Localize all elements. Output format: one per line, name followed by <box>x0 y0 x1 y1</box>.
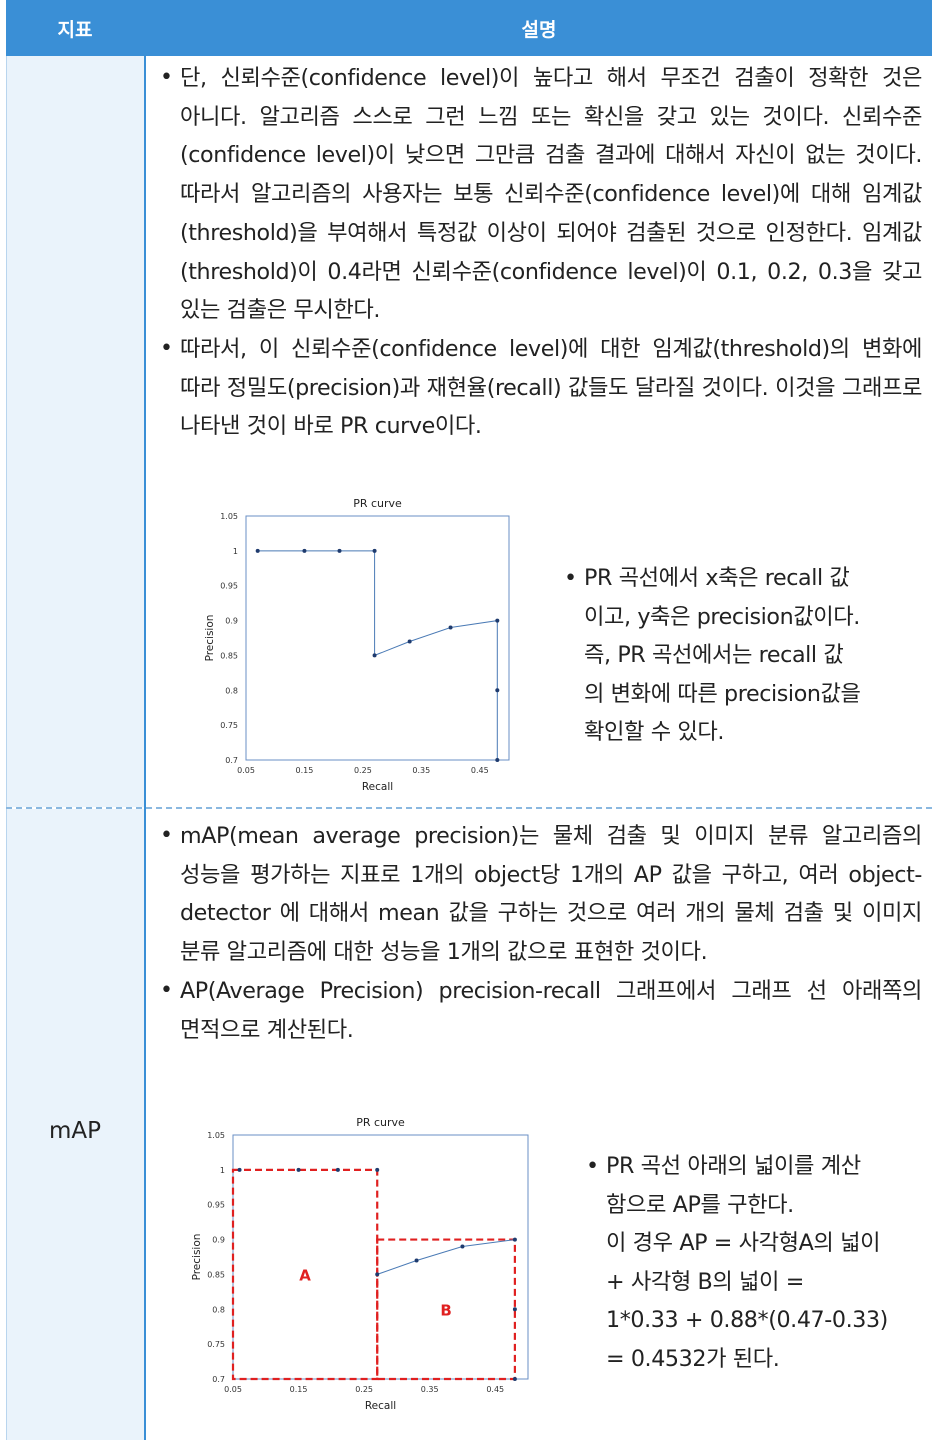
data-point <box>375 1272 380 1277</box>
row1-bullet-list: 단, 신뢰수준(confidence level)이 높다고 해서 무조건 검출… <box>158 59 922 446</box>
pr-curve-line <box>257 550 498 760</box>
y-tick-label: 0.85 <box>220 651 238 660</box>
y-tick-label: 0.8 <box>212 1305 225 1314</box>
note-line: 함으로 AP를 구한다. <box>606 1191 794 1218</box>
note-line: + 사각형 B의 넓이 = <box>606 1268 804 1295</box>
note-line: 즉, PR 곡선에서는 recall 값 <box>584 642 844 668</box>
data-point <box>372 548 377 553</box>
note-line: = 0.4532가 된다. <box>606 1345 780 1372</box>
x-tick-label: 0.25 <box>354 766 372 775</box>
row2-chart-note-item: PR 곡선 아래의 넓이를 계산 함으로 AP를 구한다. 이 경우 AP = … <box>584 1147 924 1378</box>
metric-label-map: mAP <box>48 1118 101 1144</box>
row1-bullet-2: 따라서, 이 신뢰수준(confidence level)에 대한 임계값(th… <box>158 330 922 446</box>
y-tick-label: 0.85 <box>207 1270 225 1279</box>
header-metric: 지표 <box>6 0 144 56</box>
ap-rectangle-label: A <box>299 1266 311 1284</box>
y-tick-label: 0.75 <box>220 721 238 730</box>
y-tick-label: 0.95 <box>220 582 238 591</box>
y-axis-label: Precision <box>191 1234 203 1281</box>
data-point <box>407 639 412 644</box>
y-tick-label: 0.9 <box>225 617 238 626</box>
x-tick-label: 0.35 <box>421 1385 439 1394</box>
row1-label-cell <box>6 56 144 807</box>
y-axis-label: Precision <box>204 615 216 662</box>
note-line: 1*0.33 + 0.88*(0.47-0.33) <box>606 1307 888 1333</box>
ap-rectangle-label: B <box>440 1301 451 1319</box>
x-tick-label: 0.45 <box>486 1385 504 1394</box>
row2-bullet-1: mAP(mean average precision)는 물체 검출 및 이미지… <box>158 817 922 972</box>
x-tick-label: 0.15 <box>296 766 314 775</box>
x-tick-label: 0.45 <box>471 766 489 775</box>
x-tick-label: 0.35 <box>412 766 430 775</box>
x-tick-label: 0.25 <box>355 1385 373 1394</box>
note-line: 이고, y축은 precision값이다. <box>584 603 860 630</box>
note-line: PR 곡선에서 x축은 recall 값 <box>584 565 850 591</box>
y-tick-label: 0.8 <box>225 686 238 695</box>
note-line: 의 변화에 따른 precision값을 <box>584 680 861 707</box>
x-tick-label: 0.05 <box>224 1385 242 1394</box>
header-description: 설명 <box>146 0 932 56</box>
chart-title: PR curve <box>356 1116 405 1129</box>
row2-label-cell <box>6 809 144 1440</box>
data-point <box>372 653 377 658</box>
table-left-border <box>6 56 7 1440</box>
chart-title: PR curve <box>353 497 402 510</box>
pr-curve-chart: PR curve 0.7 0.75 0.8 0.85 0.9 0.95 1 1.05 0.05 0.… <box>204 497 510 793</box>
row2-bullet-2: AP(Average Precision) precision-recall 그… <box>158 972 922 1049</box>
plot-frame <box>232 1134 529 1380</box>
x-axis-label: Recall <box>365 1400 396 1412</box>
data-point <box>337 548 342 553</box>
note-line: 확인할 수 있다. <box>584 719 725 745</box>
y-tick-label: 0.7 <box>225 756 238 765</box>
data-point <box>335 1167 340 1172</box>
y-tick-label: 1 <box>233 547 238 556</box>
data-point <box>512 1237 517 1242</box>
row-separator <box>6 807 932 809</box>
note-line: 이 경우 AP = 사각형A의 넓이 <box>606 1230 881 1256</box>
column-divider <box>144 0 146 1440</box>
y-tick-label: 1.05 <box>207 1131 225 1140</box>
row1-chart-note: PR 곡선에서 x축은 recall 값 이고, y축은 precision값이… <box>562 559 912 752</box>
row1-chart-note-item: PR 곡선에서 x축은 recall 값 이고, y축은 precision값이… <box>562 559 912 752</box>
row2-bullet-list: mAP(mean average precision)는 물체 검출 및 이미지… <box>158 817 922 1049</box>
x-tick-label: 0.15 <box>290 1385 308 1394</box>
data-point <box>495 618 500 623</box>
y-tick-label: 1.05 <box>220 512 238 521</box>
y-tick-label: 1 <box>220 1166 225 1175</box>
y-tick-label: 0.9 <box>212 1236 225 1245</box>
row1-bullet-1: 단, 신뢰수준(confidence level)이 높다고 해서 무조건 검출… <box>158 59 922 330</box>
pr-curve-line <box>377 1239 515 1275</box>
row2-chart-note: PR 곡선 아래의 넓이를 계산 함으로 AP를 구한다. 이 경우 AP = … <box>584 1147 924 1378</box>
x-axis-label: Recall <box>362 781 393 793</box>
data-point <box>512 1307 517 1312</box>
note-line: PR 곡선 아래의 넓이를 계산 <box>606 1153 861 1179</box>
data-point <box>414 1258 419 1263</box>
plot-frame <box>245 515 510 761</box>
data-point <box>237 1167 242 1172</box>
data-point <box>448 625 453 630</box>
y-tick-label: 0.95 <box>207 1201 225 1210</box>
data-point <box>512 1377 517 1381</box>
data-point <box>375 1167 380 1172</box>
data-point <box>495 758 500 762</box>
data-point <box>302 548 307 553</box>
data-point <box>495 688 500 693</box>
pr-curve-ap-chart: PR curve 0.7 0.75 0.8 0.85 0.9 0.95 1 1.05 0.05 0.… <box>191 1116 529 1412</box>
data-point <box>255 548 260 553</box>
x-tick-label: 0.05 <box>237 766 255 775</box>
y-tick-label: 0.75 <box>207 1340 225 1349</box>
y-tick-label: 0.7 <box>212 1375 225 1384</box>
data-point <box>460 1244 465 1249</box>
ap-rectangle-b <box>376 1238 516 1381</box>
data-point <box>296 1167 301 1172</box>
